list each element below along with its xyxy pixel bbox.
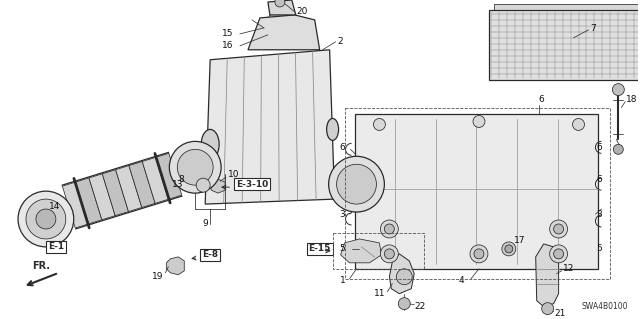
Circle shape	[373, 118, 385, 130]
Circle shape	[473, 115, 485, 127]
Polygon shape	[268, 0, 296, 15]
Polygon shape	[102, 170, 129, 216]
Polygon shape	[76, 178, 102, 224]
Polygon shape	[166, 257, 184, 275]
Text: 3: 3	[596, 210, 602, 219]
Text: 21: 21	[555, 309, 566, 318]
Circle shape	[26, 199, 66, 239]
Text: 18: 18	[627, 95, 638, 104]
Ellipse shape	[201, 130, 219, 159]
Text: 2: 2	[337, 37, 343, 46]
Circle shape	[502, 242, 516, 256]
Circle shape	[385, 249, 394, 259]
Text: E-15: E-15	[308, 244, 331, 253]
Bar	[489, 10, 640, 80]
Circle shape	[385, 224, 394, 234]
Circle shape	[612, 84, 624, 96]
Polygon shape	[156, 153, 182, 199]
Circle shape	[380, 220, 398, 238]
Text: 14: 14	[49, 202, 60, 211]
Polygon shape	[355, 115, 598, 269]
Text: 11: 11	[374, 289, 386, 298]
Text: E-8: E-8	[202, 250, 218, 259]
Text: E-1: E-1	[48, 242, 64, 251]
Text: SWA4B0100: SWA4B0100	[582, 301, 628, 311]
Polygon shape	[116, 166, 142, 211]
Circle shape	[550, 220, 568, 238]
Text: 19: 19	[152, 272, 164, 281]
Text: 22: 22	[414, 302, 426, 311]
Text: 6: 6	[340, 143, 346, 152]
Text: 4: 4	[459, 276, 465, 285]
Text: 7: 7	[591, 24, 596, 33]
Circle shape	[541, 303, 554, 315]
Text: 13: 13	[172, 180, 184, 189]
Text: 1: 1	[340, 276, 346, 285]
Circle shape	[170, 141, 221, 193]
Text: 15: 15	[222, 29, 234, 38]
Text: 10: 10	[228, 170, 239, 179]
Text: FR.: FR.	[32, 261, 50, 271]
Circle shape	[396, 269, 412, 285]
Ellipse shape	[269, 13, 291, 21]
Text: E-3-10: E-3-10	[236, 180, 268, 189]
Circle shape	[18, 191, 74, 247]
Polygon shape	[248, 15, 319, 50]
Circle shape	[505, 245, 513, 253]
Polygon shape	[89, 174, 115, 220]
Circle shape	[328, 156, 385, 212]
Circle shape	[554, 224, 564, 234]
Text: 20: 20	[297, 7, 308, 17]
Text: 6: 6	[596, 175, 602, 184]
Polygon shape	[340, 239, 381, 263]
Polygon shape	[536, 244, 559, 307]
Circle shape	[573, 118, 584, 130]
Circle shape	[337, 164, 376, 204]
Circle shape	[474, 249, 484, 259]
Text: 16: 16	[222, 41, 234, 50]
Polygon shape	[205, 50, 335, 204]
Text: 6: 6	[539, 95, 545, 104]
Text: 5: 5	[340, 244, 346, 253]
Circle shape	[275, 0, 285, 7]
Text: 9: 9	[202, 219, 208, 228]
Text: 6: 6	[596, 143, 602, 152]
Polygon shape	[62, 182, 88, 228]
Polygon shape	[142, 157, 168, 204]
Circle shape	[613, 145, 623, 154]
Circle shape	[554, 249, 564, 259]
Circle shape	[550, 245, 568, 263]
Circle shape	[196, 178, 210, 192]
Polygon shape	[129, 161, 155, 207]
Polygon shape	[211, 179, 225, 193]
Circle shape	[380, 245, 398, 263]
Circle shape	[398, 298, 410, 310]
Polygon shape	[389, 254, 414, 294]
Text: 17: 17	[514, 236, 525, 245]
Text: 8: 8	[179, 175, 184, 184]
Circle shape	[470, 245, 488, 263]
Text: 12: 12	[563, 264, 574, 273]
Bar	[494, 4, 640, 14]
Text: 5: 5	[596, 244, 602, 253]
Circle shape	[177, 149, 213, 185]
Circle shape	[36, 209, 56, 229]
Text: 3: 3	[340, 210, 346, 219]
Ellipse shape	[326, 118, 339, 140]
